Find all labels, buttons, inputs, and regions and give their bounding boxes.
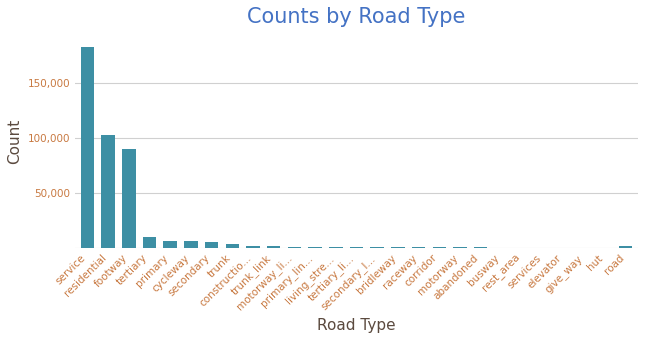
Bar: [308, 247, 322, 248]
Bar: [205, 242, 219, 248]
Bar: [163, 241, 177, 248]
Bar: [370, 247, 384, 248]
Bar: [226, 244, 239, 248]
Bar: [81, 47, 94, 248]
Title: Counts by Road Type: Counts by Road Type: [247, 7, 466, 27]
Bar: [143, 237, 156, 248]
Y-axis label: Count: Count: [7, 118, 22, 164]
Bar: [392, 247, 404, 248]
Bar: [412, 247, 425, 248]
Bar: [433, 247, 446, 248]
Bar: [184, 241, 197, 248]
Bar: [619, 246, 632, 248]
X-axis label: Road Type: Road Type: [317, 318, 396, 333]
Bar: [122, 149, 135, 248]
Bar: [288, 247, 301, 248]
Bar: [350, 247, 363, 248]
Bar: [246, 245, 260, 248]
Bar: [329, 247, 342, 248]
Bar: [101, 135, 115, 248]
Bar: [267, 246, 281, 248]
